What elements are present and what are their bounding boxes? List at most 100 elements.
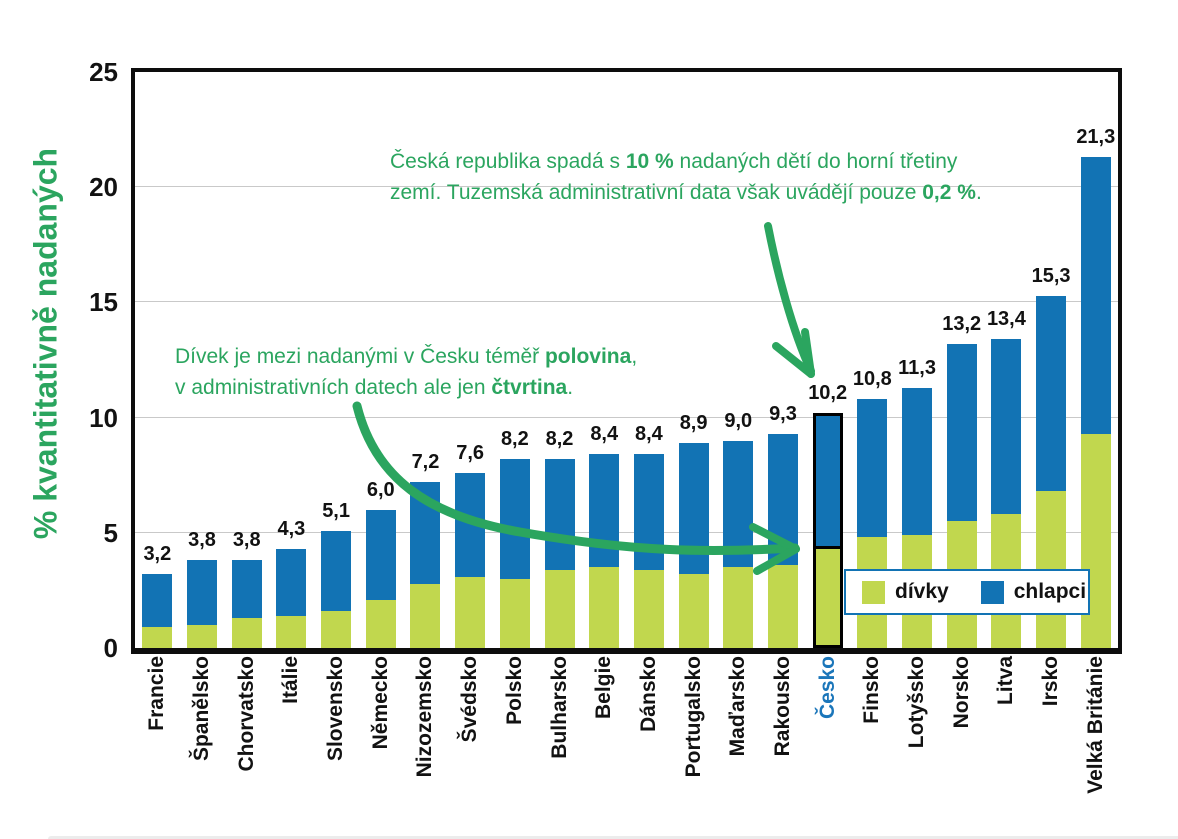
country-label-itálie: Itálie [279, 656, 303, 704]
segment-chlapci [767, 433, 798, 566]
legend-label: chlapci [1013, 580, 1087, 603]
value-label-švédsko: 7,6 [456, 441, 485, 464]
legend-swatch-chlapci [980, 580, 1004, 604]
x-slot-rakousko: Rakousko [761, 656, 806, 821]
value-label-polsko: 8,2 [500, 428, 529, 451]
country-label-portugalsko: Portugalsko [681, 656, 705, 778]
country-label-německo: Německo [368, 656, 392, 750]
segment-chlapci [321, 530, 352, 612]
country-label-norsko: Norsko [949, 656, 973, 729]
segment-chlapci [723, 440, 754, 568]
segment-chlapci [142, 574, 173, 628]
segment-divky [678, 574, 709, 648]
legend-item-dívky: dívky [862, 580, 949, 604]
y-tick-25: 25 [89, 57, 118, 87]
segment-chlapci [815, 416, 840, 546]
segment-chlapci [946, 343, 977, 522]
x-slot-slovensko: Slovensko [314, 656, 359, 821]
segment-divky [815, 545, 840, 645]
value-label-německo: 6,0 [366, 478, 395, 501]
legend: dívky chlapci [844, 569, 1090, 615]
y-tick-10: 10 [89, 402, 118, 433]
x-slot-nizozemsko: Nizozemsko [403, 656, 448, 821]
country-label-nizozemsko: Nizozemsko [413, 656, 437, 778]
segment-chlapci [589, 454, 620, 568]
x-slot-česko: Česko [805, 656, 850, 821]
country-label-bulharsko: Bulharsko [547, 656, 571, 759]
y-axis-title: % kvantitativně nadaných [27, 147, 64, 540]
x-slot-německo: Německo [358, 656, 403, 821]
value-label-španělsko: 3,8 [188, 529, 216, 552]
country-label-slovensko: Slovensko [324, 656, 348, 762]
bar-maďarsko [723, 440, 754, 648]
value-label-finsko: 10,8 [852, 368, 892, 391]
x-slot-švédsko: Švédsko [448, 656, 493, 821]
x-slot-francie: Francie [135, 656, 180, 821]
x-slot-portugalsko: Portugalsko [671, 656, 716, 821]
value-label-belgie: 8,4 [590, 423, 619, 446]
segment-chlapci [544, 459, 575, 570]
bar-slot-česko: 10,2 [805, 72, 850, 648]
x-slot-litva: Litva [984, 656, 1029, 821]
country-label-velká-británie: Velká Británie [1083, 656, 1107, 794]
footer-strip [48, 836, 1178, 839]
plot-area: 3,2 3,8 3,8 4,3 5,1 6,0 7,2 7,6 8,2 8,2 8,4 8,4 8,9 9… [131, 68, 1122, 654]
segment-divky [1080, 433, 1111, 648]
segment-divky [276, 615, 307, 648]
value-label-irsko: 15,3 [1031, 264, 1071, 287]
y-tick-5: 5 [103, 517, 118, 548]
bar-česko [812, 413, 843, 648]
y-tick-0: 0 [103, 633, 118, 663]
country-label-španělsko: Španělsko [190, 656, 214, 762]
bar-slot-irsko: 15,3 [1029, 72, 1074, 648]
segment-chlapci [455, 472, 486, 577]
segment-chlapci [365, 509, 396, 600]
segment-divky [455, 576, 486, 648]
bar-francie [142, 574, 173, 648]
bar-belgie [589, 454, 620, 648]
country-label-maďarsko: Maďarsko [726, 656, 750, 757]
bar-bulharsko [544, 459, 575, 648]
segment-divky [410, 583, 441, 648]
bar-španělsko [187, 560, 218, 648]
country-label-litva: Litva [994, 656, 1018, 706]
country-label-chorvatsko: Chorvatsko [234, 656, 258, 772]
segment-chlapci [187, 560, 218, 625]
segment-chlapci [276, 548, 307, 616]
value-label-itálie: 4,3 [277, 517, 306, 540]
x-slot-chorvatsko: Chorvatsko [224, 656, 269, 821]
segment-divky [499, 578, 530, 648]
legend-label: dívky [895, 580, 949, 603]
country-label-rakousko: Rakousko [770, 656, 794, 757]
segment-chlapci [1036, 295, 1067, 492]
legend-item-chlapci: chlapci [980, 580, 1087, 604]
segment-chlapci [902, 387, 933, 536]
value-label-velká-británie: 21,3 [1076, 126, 1116, 149]
x-slot-itálie: Itálie [269, 656, 314, 821]
segment-chlapci [499, 459, 530, 579]
bar-slot-španělsko: 3,8 [180, 72, 225, 648]
value-label-francie: 3,2 [143, 543, 172, 566]
country-label-dánsko: Dánsko [636, 656, 660, 732]
bar-polsko [499, 459, 530, 648]
x-slot-španělsko: Španělsko [180, 656, 225, 821]
segment-chlapci [1080, 157, 1111, 434]
segment-divky [544, 569, 575, 648]
grid-line-20 [135, 186, 1118, 188]
legend-swatch-dívky [862, 580, 885, 604]
country-label-česko: Česko [815, 656, 839, 720]
value-label-bulharsko: 8,2 [545, 428, 574, 451]
annotation-czech-republic-top-third: Česká republika spadá s 10 % nadaných dě… [390, 146, 1030, 208]
bar-slot-velká-británie: 21,3 [1073, 72, 1118, 648]
segment-divky [187, 624, 218, 648]
annotation-line-1: Česká republika spadá s 10 % nadaných dě… [390, 150, 958, 173]
segment-divky [231, 618, 262, 648]
y-tick-20: 20 [89, 172, 118, 203]
value-label-nizozemsko: 7,2 [411, 451, 440, 474]
bar-portugalsko [678, 442, 709, 648]
country-label-francie: Francie [145, 656, 169, 731]
x-slot-irsko: Irsko [1029, 656, 1074, 821]
x-axis-labels: Francie Španělsko Chorvatsko Itálie Slovensk… [135, 656, 1118, 821]
segment-divky [633, 569, 664, 648]
bar-slot-chorvatsko: 3,8 [224, 72, 269, 648]
